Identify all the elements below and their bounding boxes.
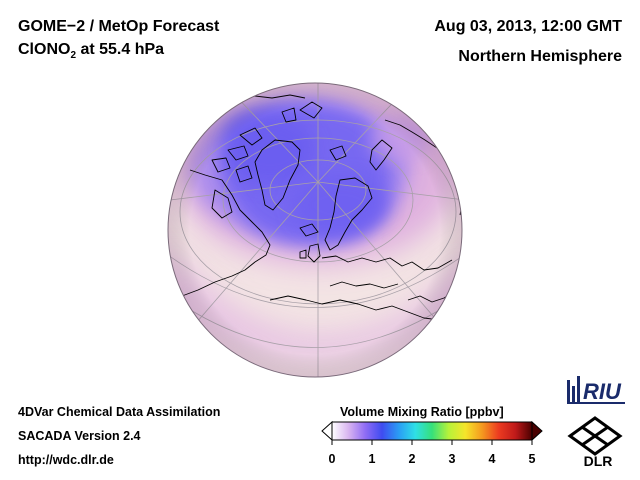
assimilation-label: 4DVar Chemical Data Assimilation xyxy=(18,405,221,419)
species-level: at 55.4 hPa xyxy=(76,41,165,58)
source-url: http://wdc.dlr.de xyxy=(18,453,114,467)
region-label: Northern Hemisphere xyxy=(458,48,622,65)
species-main: ClONO xyxy=(18,41,71,58)
colorbar xyxy=(321,420,543,445)
colorbar-max-arrow xyxy=(531,420,543,442)
colorbar-tick-label: 5 xyxy=(528,452,536,466)
colorbar-tick-label: 1 xyxy=(368,452,376,466)
forecast-datetime: Aug 03, 2013, 12:00 GMT xyxy=(434,18,622,35)
riu-logo-text: RIU xyxy=(583,379,622,404)
globe-outline xyxy=(167,82,463,378)
dlr-logo-text: DLR xyxy=(584,453,613,469)
colorbar-tick-label: 4 xyxy=(488,452,496,466)
limb-shade xyxy=(168,83,462,377)
dlr-logo-mark xyxy=(567,416,623,456)
colorbar-min-arrow xyxy=(321,420,333,442)
species-label: ClONO2 at 55.4 hPa xyxy=(18,41,165,61)
dlr-logo: DLR xyxy=(567,416,623,469)
colorbar-tick-marks xyxy=(331,440,533,445)
riu-logo: RIU xyxy=(567,376,625,404)
version-label: SACADA Version 2.4 xyxy=(18,429,141,443)
colorbar-tick-label: 0 xyxy=(328,452,336,466)
colorbar-tick-label: 3 xyxy=(448,452,456,466)
species-subscript: 2 xyxy=(70,50,77,61)
colorbar-title: Volume Mixing Ratio [ppbv] xyxy=(340,405,504,419)
colorbar-tick-label: 2 xyxy=(408,452,416,466)
colorbar-ramp xyxy=(331,421,533,441)
product-title: GOME−2 / MetOp Forecast xyxy=(18,18,220,35)
